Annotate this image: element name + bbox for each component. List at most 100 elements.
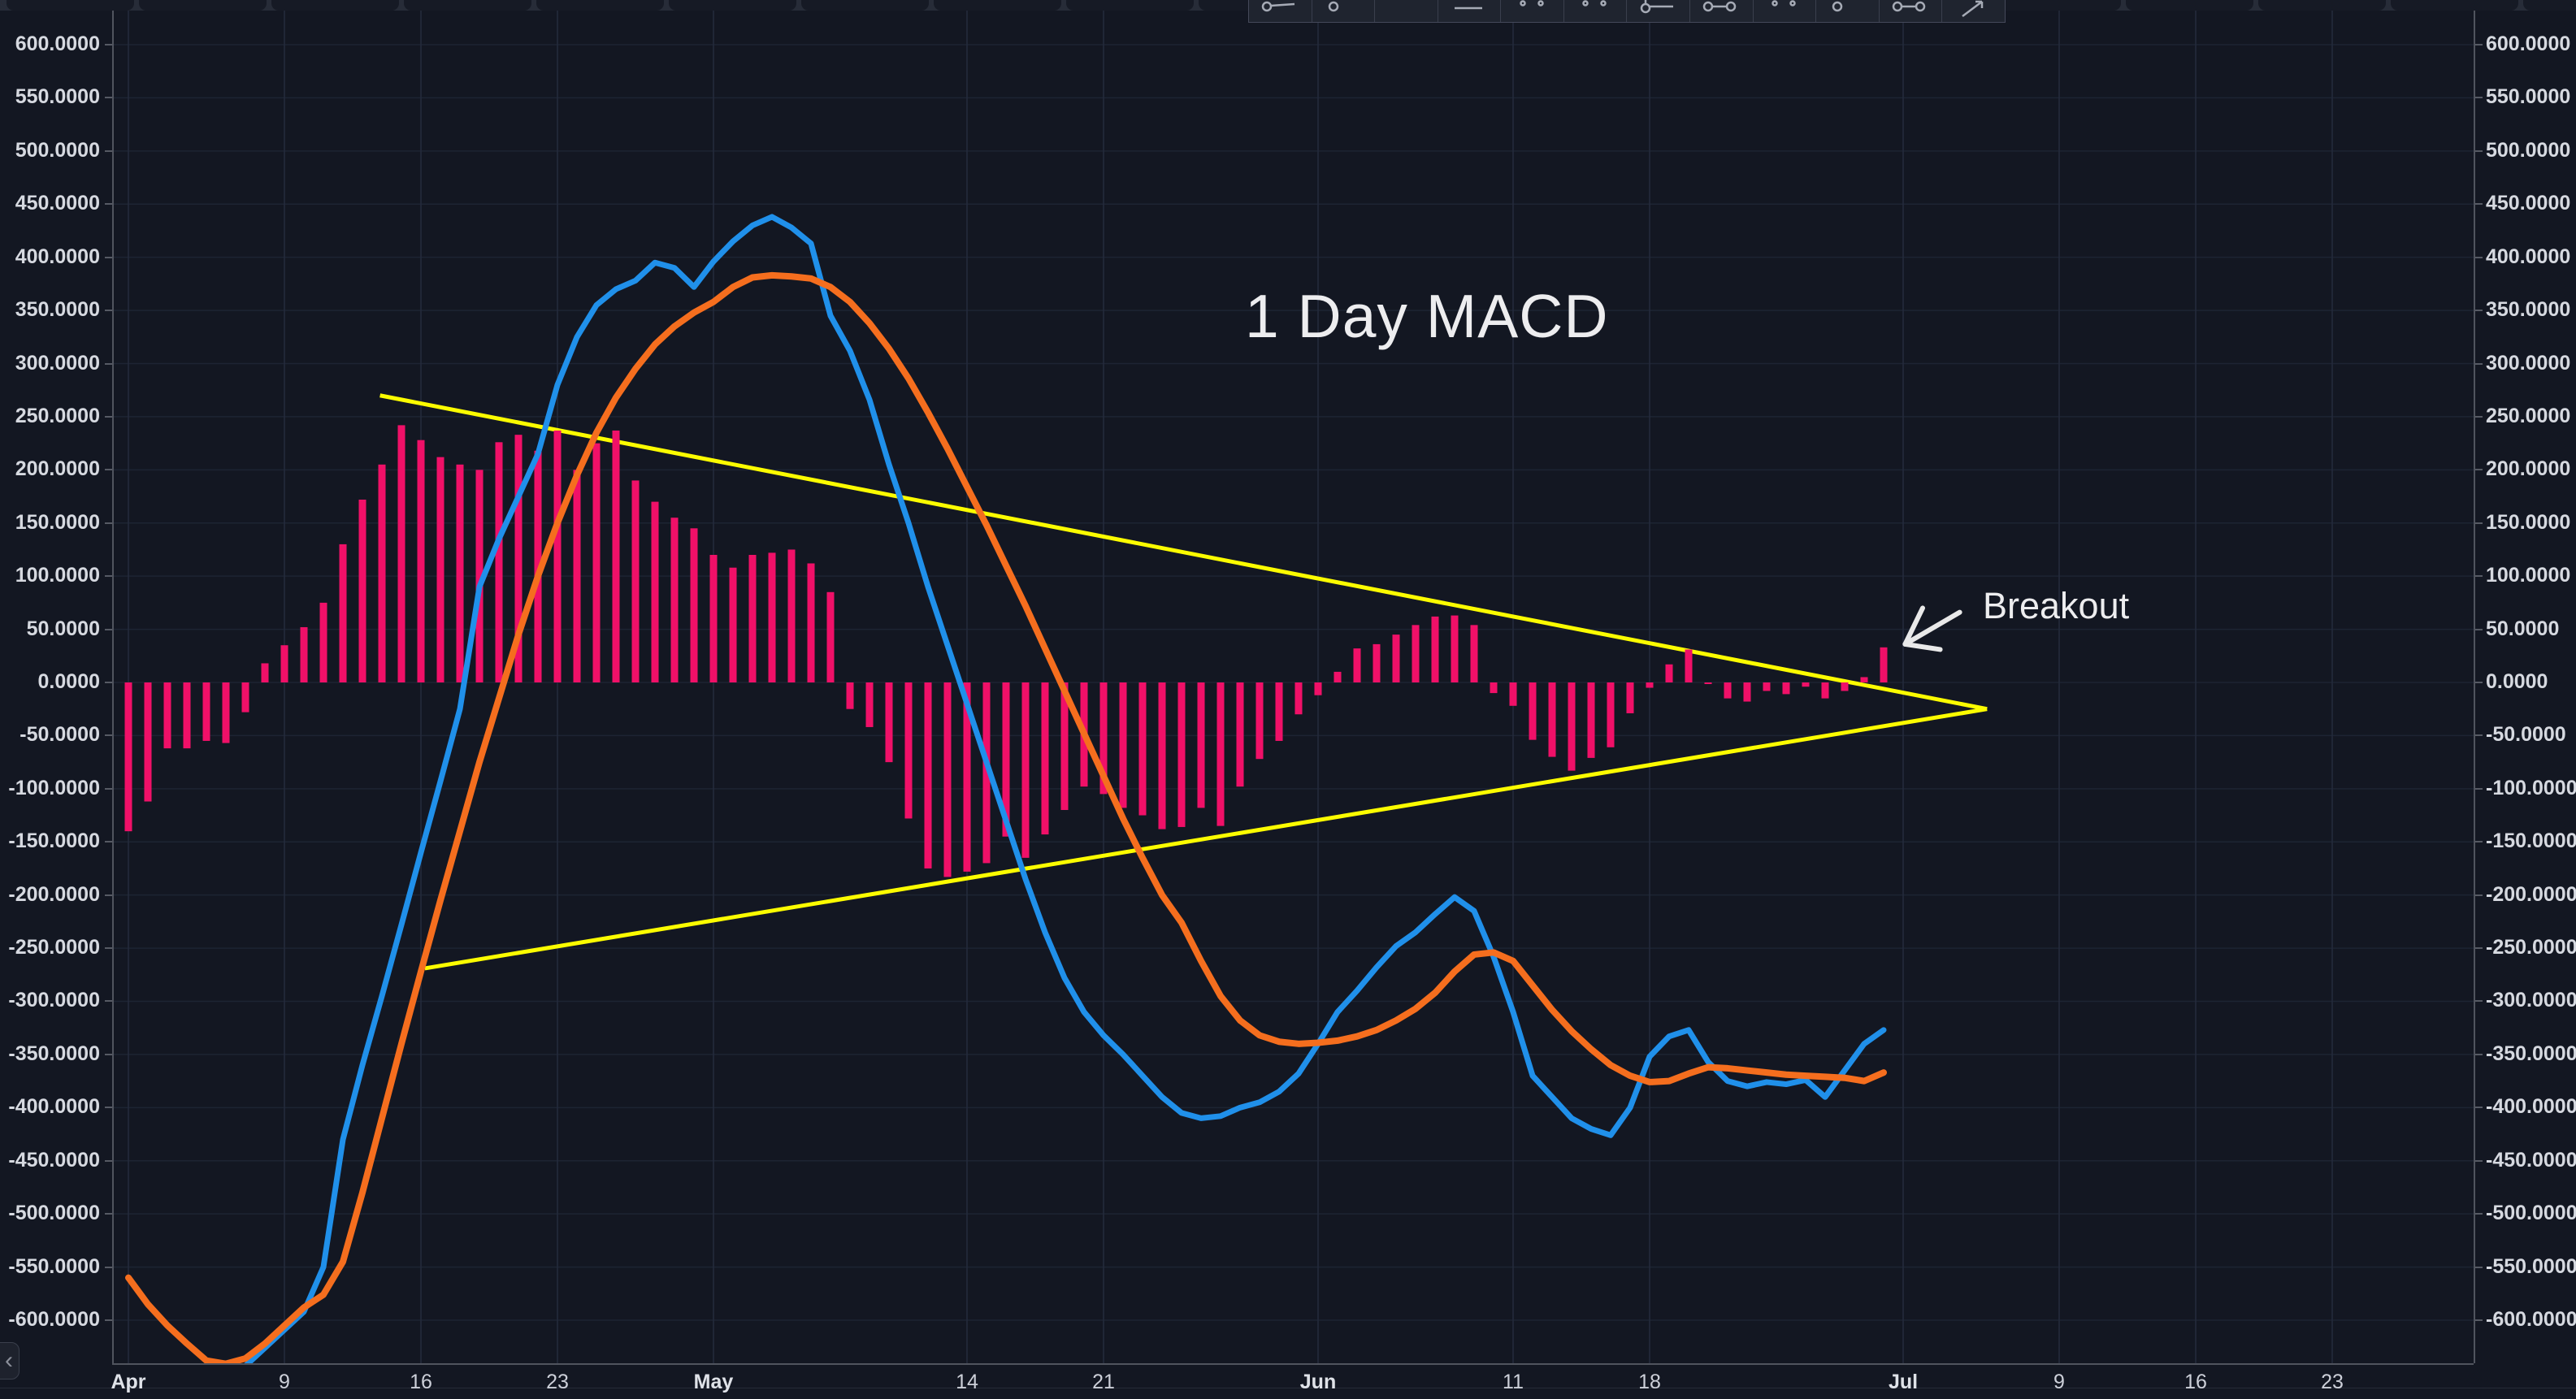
macd-line [244,214,1887,1363]
trend-angle-tool-button[interactable] [1754,0,1817,22]
price-axis-tick [105,44,112,45]
top-toolbar-button[interactable] [2258,0,2386,11]
macd-histogram-bar [1138,682,1147,816]
price-axis-label: -200.0000 [8,882,100,906]
price-axis-tick [105,522,112,524]
price-axis-label: 550.0000 [2486,85,2571,109]
breakout-arrow[interactable] [1902,605,1962,652]
top-toolbar-button[interactable] [669,0,796,11]
macd-histogram-bar [1724,682,1732,699]
macd-histogram-bar [1060,682,1069,810]
price-axis-tick [105,1159,112,1162]
horizontal-line-tool-button[interactable] [1438,0,1502,22]
time-axis-label: Apr [111,1371,146,1393]
top-toolbar-button[interactable] [139,0,267,11]
price-axis-tick [105,1000,112,1003]
parallel-channel-tool-button[interactable] [1564,0,1628,22]
macd-histogram-bar [456,464,464,682]
price-axis-tick [105,841,112,843]
price-axis-tick [2475,1159,2483,1162]
price-axis-tick [105,310,112,312]
price-axis-label: -250.0000 [2486,936,2576,959]
price-axis-tick [105,575,112,578]
parallel-channel-icon [1582,0,1607,6]
macd-histogram-bar [1334,671,1342,682]
arrow-line-tool-button[interactable] [1942,0,2005,22]
horizontal-ray-tool-button[interactable] [1627,0,1691,22]
price-axis-label: 50.0000 [2486,617,2560,640]
top-toolbar-button[interactable] [934,0,1061,11]
price-axis-label: 250.0000 [15,404,100,427]
price-axis-tick [105,415,112,418]
price-axis-label: -150.0000 [2486,829,2576,853]
collapse-panel-button[interactable]: ‹ [0,1342,20,1380]
price-axis-label: -150.0000 [8,829,100,853]
price-axis-tick [2475,256,2483,258]
price-axis-tick [105,787,112,790]
top-toolbar-button[interactable] [1066,0,1194,11]
macd-histogram-bar [261,663,269,682]
vertical-line-tool-button[interactable] [1816,0,1880,22]
price-axis-tick [105,628,112,630]
macd-histogram-bar [787,549,796,682]
price-axis-tick [2475,682,2483,683]
macd-histogram-bar [1002,682,1010,837]
macd-histogram-bar [1431,616,1439,682]
macd-histogram-bar [885,682,893,763]
macd-histogram-bar [1295,682,1303,715]
macd-histogram-bar [1802,682,1810,687]
top-toolbar-button[interactable] [1993,0,2121,11]
time-axis-label: 16 [2184,1371,2207,1393]
top-toolbar-button[interactable] [801,0,929,11]
top-toolbar-button[interactable] [2391,0,2518,11]
top-toolbar-button[interactable] [2126,0,2253,11]
top-toolbar-button[interactable] [7,0,134,11]
price-axis-tick [105,894,112,896]
macd-histogram-bar [1490,682,1498,694]
drawing-toolbar[interactable] [1248,0,2006,23]
macd-histogram-bar [1373,643,1381,682]
cross-line-tool-button[interactable] [1501,0,1564,22]
price-axis-tick [105,203,112,206]
macd-histogram-bar [202,682,210,741]
price-axis-label: -200.0000 [2486,882,2576,906]
macd-histogram-bar [183,682,191,749]
macd-histogram-bar [553,430,562,682]
top-toolbar-button[interactable] [404,0,531,11]
extended-line-tool-button[interactable] [1690,0,1754,22]
price-axis-left[interactable]: 600.0000 550.0000 500.0000 450.0000 400.0000… [0,0,114,1363]
macd-histogram-bar [1216,682,1225,826]
trendlines-group[interactable] [379,393,1988,971]
price-axis-tick [105,362,112,365]
top-toolbar-button[interactable] [536,0,664,11]
macd-histogram-bar [514,435,523,682]
top-toolbar-button[interactable] [271,0,399,11]
price-axis-label: -100.0000 [8,776,100,799]
price-axis-tick [2475,44,2483,45]
trend-line-tool-button[interactable] [1249,0,1312,22]
macd-histogram-bar [1236,682,1244,787]
macd-histogram-bar [826,591,835,682]
macd-histogram-bar [1021,682,1030,858]
macd-histogram-bar [573,470,581,682]
macd-histogram-bar [1509,682,1517,706]
ray-tool-button[interactable] [1312,0,1376,22]
flat-channel-tool-button[interactable] [1880,0,1943,22]
macd-histogram-bar [417,440,425,682]
price-axis-tick [2475,894,2483,896]
top-toolbar-button[interactable] [2523,0,2576,11]
info-line-tool-button[interactable] [1375,0,1438,22]
lower-trendline[interactable] [424,707,1988,971]
price-axis-label: -50.0000 [20,723,100,747]
price-axis-tick [105,256,112,258]
macd-histogram-bar [631,480,640,682]
price-axis-tick [105,1213,112,1215]
time-axis[interactable]: Apr 9 16 23 May 14 21 Jun 11 18 Jul 9 16 23 [0,1363,2576,1399]
ray-icon [1328,1,1339,12]
chart-title-text[interactable]: 1 Day MACD [1245,282,1609,350]
upper-trendline[interactable] [379,393,1988,712]
price-axis-right[interactable]: 600.0000 550.0000 500.0000 450.0000 400.0000… [2474,0,2576,1363]
price-axis-tick [105,1053,112,1055]
breakout-annotation-text[interactable]: Breakout [1983,585,2130,626]
